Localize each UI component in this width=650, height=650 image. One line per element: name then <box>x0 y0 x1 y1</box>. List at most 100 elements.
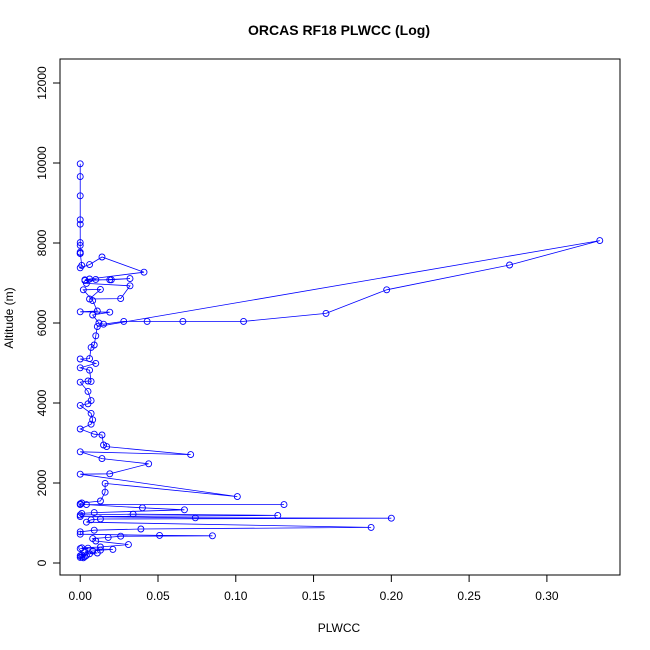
data-point <box>90 509 98 517</box>
data-point <box>98 455 106 463</box>
series-line <box>78 163 600 559</box>
y-axis-label: Altitude (m) <box>2 287 16 348</box>
data-point <box>129 510 137 518</box>
data-point <box>106 308 114 316</box>
data-point <box>90 526 98 534</box>
data-point <box>92 537 100 545</box>
data-point <box>90 430 98 438</box>
y-axis: 0 2000 4000 6000 8000 10000 12000 <box>35 66 61 566</box>
data-point <box>120 317 128 325</box>
data-point <box>86 366 94 374</box>
x-tick-label: 0.10 <box>224 589 248 603</box>
data-point <box>92 332 100 340</box>
data-point <box>76 528 84 536</box>
data-point <box>322 309 330 317</box>
data-point <box>240 317 248 325</box>
data-point <box>87 343 95 351</box>
chart-title: ORCAS RF18 PLWCC (Log) <box>248 22 430 38</box>
x-tick-label: 0.05 <box>146 589 170 603</box>
data-point <box>104 533 112 541</box>
data-point <box>96 285 104 293</box>
data-point <box>84 387 92 395</box>
series-plwcc <box>76 160 604 562</box>
y-tick-label: 2000 <box>35 469 49 496</box>
data-point <box>76 401 84 409</box>
data-point <box>367 523 375 531</box>
data-point <box>95 319 103 327</box>
data-point <box>89 297 97 305</box>
data-point <box>82 279 90 287</box>
data-point <box>87 420 95 428</box>
data-point <box>191 514 199 522</box>
x-tick-label: 0.25 <box>457 589 481 603</box>
y-tick-label: 12000 <box>35 66 49 100</box>
y-tick-label: 10000 <box>35 146 49 180</box>
data-point <box>76 378 84 386</box>
x-axis-label: PLWCC <box>318 621 361 635</box>
data-point <box>126 275 134 283</box>
data-point <box>93 307 101 315</box>
data-point <box>86 261 94 269</box>
data-point <box>76 308 84 316</box>
data-point <box>93 323 101 331</box>
data-point <box>84 400 92 408</box>
data-point <box>76 364 84 372</box>
data-point <box>138 504 146 512</box>
data-point <box>89 416 97 424</box>
data-point <box>143 317 151 325</box>
data-point <box>124 541 132 549</box>
data-point <box>76 160 84 168</box>
data-point <box>87 409 95 417</box>
y-tick-label: 8000 <box>35 229 49 256</box>
data-point <box>106 470 114 478</box>
data-point <box>280 501 288 509</box>
plot-area-frame <box>59 58 621 576</box>
data-point <box>76 264 84 272</box>
data-point <box>79 286 87 294</box>
data-point <box>76 192 84 200</box>
data-point <box>208 532 216 540</box>
data-point <box>89 311 97 319</box>
data-point <box>383 286 391 294</box>
data-point <box>233 493 241 501</box>
data-point <box>76 545 84 553</box>
data-point <box>76 241 84 249</box>
data-point <box>387 514 395 522</box>
data-point <box>126 282 134 290</box>
data-point <box>76 216 84 224</box>
data-point <box>137 525 145 533</box>
data-point <box>81 553 89 561</box>
y-tick-label: 4000 <box>35 389 49 416</box>
data-point <box>109 545 117 553</box>
data-point <box>106 276 114 284</box>
data-point <box>274 511 282 519</box>
data-point <box>82 518 90 526</box>
data-point <box>180 506 188 514</box>
data-point <box>76 355 84 363</box>
data-point <box>76 553 84 561</box>
data-point <box>76 513 84 521</box>
data-point <box>179 317 187 325</box>
data-point <box>92 359 100 367</box>
data-point <box>96 497 104 505</box>
data-point <box>79 554 87 562</box>
data-point <box>187 451 195 459</box>
data-point <box>96 543 104 551</box>
data-point <box>596 237 604 245</box>
data-point <box>76 470 84 478</box>
data-point <box>101 479 109 487</box>
data-point <box>103 443 111 451</box>
data-point <box>140 268 148 276</box>
data-point <box>145 460 153 468</box>
data-point <box>76 425 84 433</box>
x-tick-label: 0.15 <box>302 589 326 603</box>
data-point <box>76 448 84 456</box>
x-tick-label: 0.20 <box>380 589 404 603</box>
data-point <box>96 515 104 523</box>
x-tick-label: 0.00 <box>69 589 93 603</box>
y-tick-label: 0 <box>35 559 49 566</box>
data-point <box>86 355 94 363</box>
data-point <box>100 320 108 328</box>
data-point <box>82 501 90 509</box>
